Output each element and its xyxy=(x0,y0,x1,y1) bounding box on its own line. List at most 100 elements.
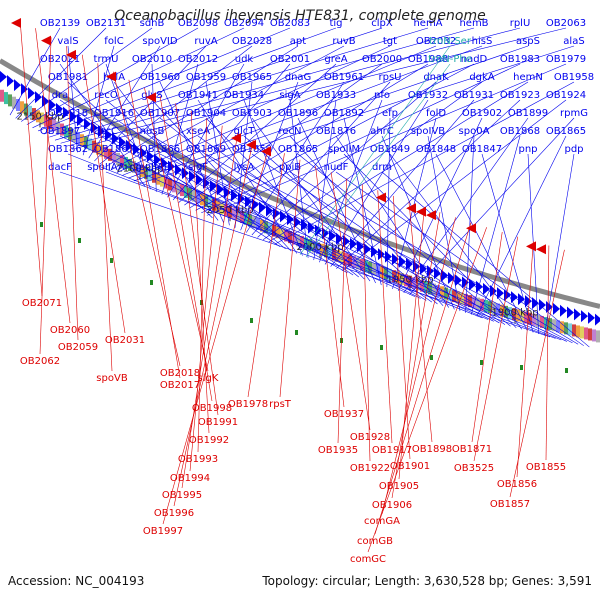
forward-arrow-mark xyxy=(210,180,217,193)
forward-gene-label: OB1932 xyxy=(408,90,448,101)
feature-color-box xyxy=(560,321,564,334)
feature-color-box xyxy=(444,287,448,300)
forward-gene-label: OB2010 xyxy=(132,54,172,65)
reverse-gene-label: OB1855 xyxy=(526,462,566,473)
reverse-gene-leader xyxy=(159,95,213,402)
forward-gene-leader xyxy=(245,81,345,233)
reverse-gene-label: OB1996 xyxy=(154,508,194,519)
feature-color-box xyxy=(216,200,220,213)
feature-color-box xyxy=(276,226,280,239)
forward-gene-label: OB2032 xyxy=(416,36,456,47)
feature-color-box xyxy=(368,261,372,274)
forward-gene-leader xyxy=(274,81,575,245)
forward-gene-leader xyxy=(243,171,573,344)
feature-color-box xyxy=(80,134,84,147)
feature-color-box xyxy=(596,330,600,343)
feature-color-box xyxy=(120,154,124,167)
forward-arrow-mark xyxy=(455,274,462,287)
forward-gene-label: OB1933 xyxy=(316,90,356,101)
marker-tick xyxy=(380,345,383,350)
feature-color-box xyxy=(164,176,168,189)
forward-gene-label: recO xyxy=(94,90,118,101)
feature-color-box xyxy=(224,204,228,217)
forward-gene-leader xyxy=(251,117,371,282)
forward-gene-label: clpX xyxy=(371,18,393,29)
forward-gene-leader xyxy=(435,153,528,332)
forward-gene-leader xyxy=(470,135,521,315)
forward-gene-leader xyxy=(240,81,299,231)
forward-gene-label: spoVID xyxy=(142,36,177,47)
marker-tick xyxy=(430,355,433,360)
forward-gene-label: OB1849 xyxy=(370,144,410,155)
forward-arrow-mark xyxy=(7,74,14,87)
reverse-gene-leader xyxy=(374,222,472,535)
reverse-arrow-mark xyxy=(406,203,416,214)
feature-color-box xyxy=(244,212,248,225)
forward-gene-label: sigF xyxy=(188,162,208,173)
forward-gene-label: OB2098 xyxy=(178,18,218,29)
reverse-gene-leader xyxy=(330,172,371,431)
feature-color-box xyxy=(124,156,128,169)
forward-arrow-mark xyxy=(483,282,490,295)
forward-arrow-mark xyxy=(553,302,560,315)
forward-gene-leader xyxy=(105,135,421,299)
forward-gene-label: OB1862 xyxy=(48,144,88,155)
feature-color-box xyxy=(140,164,144,177)
forward-gene-leader xyxy=(159,153,494,322)
forward-arrow-mark xyxy=(560,304,567,317)
feature-color-box xyxy=(516,309,520,322)
forward-gene-leader xyxy=(116,45,391,173)
feature-color-box xyxy=(412,277,416,290)
reverse-gene-leader xyxy=(247,153,285,398)
feature-color-box xyxy=(408,275,412,288)
forward-arrow-mark xyxy=(14,79,21,92)
forward-gene-label: spoIIAA xyxy=(87,162,125,173)
genome-summary: Topology: circular; Length: 3,630,528 bp… xyxy=(262,574,592,588)
forward-gene-leader xyxy=(9,27,61,116)
forward-gene-leader xyxy=(82,45,115,156)
reverse-gene-leader xyxy=(190,111,210,434)
forward-gene-leader xyxy=(128,45,483,179)
feature-color-box xyxy=(268,222,272,235)
forward-gene-leader xyxy=(161,63,199,195)
forward-gene-leader xyxy=(151,171,562,341)
reverse-gene-label: OB1871 xyxy=(452,444,492,455)
feature-color-box xyxy=(380,265,384,278)
forward-arrow-mark xyxy=(161,157,168,170)
feature-color-box xyxy=(476,297,480,310)
forward-arrow-mark xyxy=(441,269,448,282)
reverse-gene-leader xyxy=(39,37,52,355)
feature-color-box xyxy=(440,286,444,299)
forward-gene-leader xyxy=(60,27,475,144)
feature-color-box xyxy=(248,214,252,227)
reverse-gene-leader xyxy=(545,245,550,461)
feature-color-box xyxy=(144,166,148,179)
forward-gene-label: OB1931 xyxy=(454,90,494,101)
feature-color-box xyxy=(512,308,516,321)
reverse-gene-leader xyxy=(377,190,393,444)
forward-gene-leader xyxy=(234,81,253,228)
forward-gene-leader xyxy=(197,135,433,303)
forward-gene-leader xyxy=(151,63,157,192)
forward-gene-label: OB1965 xyxy=(232,72,272,83)
feature-color-box xyxy=(332,248,336,261)
forward-arrow-mark xyxy=(154,153,161,166)
forward-gene-label: tig xyxy=(329,18,342,29)
reverse-gene-leader xyxy=(367,227,487,553)
forward-gene-label: OB1896 xyxy=(278,108,318,119)
reverse-arrow-mark xyxy=(246,139,256,150)
forward-gene-leader xyxy=(105,63,151,190)
feature-color-box xyxy=(432,283,436,296)
forward-gene-leader xyxy=(151,135,427,301)
feature-color-box xyxy=(544,317,548,330)
forward-gene-leader xyxy=(151,99,292,252)
forward-gene-label: rpmG xyxy=(560,108,588,119)
reverse-gene-leader xyxy=(516,241,534,478)
forward-gene-label: nudF xyxy=(324,162,349,173)
feature-color-box xyxy=(84,136,88,149)
forward-gene-label: OB1867 xyxy=(94,144,134,155)
reverse-gene-leader xyxy=(173,139,254,507)
forward-gene-leader xyxy=(113,81,219,221)
feature-color-box xyxy=(292,232,296,245)
forward-gene-label: spoIIAB xyxy=(133,162,170,173)
